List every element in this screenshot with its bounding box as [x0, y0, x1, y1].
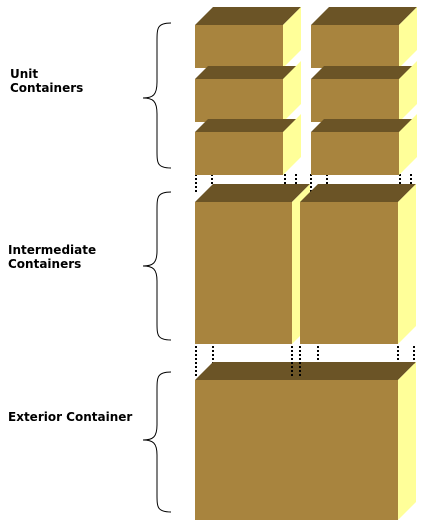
unit-box-top [311, 119, 417, 132]
unit-box-side [399, 7, 417, 68]
intermediate-box-top [195, 184, 310, 202]
unit-box-side [399, 61, 417, 122]
braces [142, 22, 172, 513]
unit-box-front [311, 25, 399, 68]
unit-box-top [311, 7, 417, 25]
unit-box-side [283, 114, 301, 175]
intermediate-box-side [398, 184, 416, 344]
label-unit-line1: Unit [10, 67, 39, 81]
brace-intermediate-containers [142, 191, 172, 341]
label-intermediate-line2: Containers [8, 257, 82, 271]
unit-container-box [195, 7, 301, 68]
intermediate-box-front [300, 202, 398, 344]
exterior-box-top [195, 362, 416, 380]
label-unit-line2: Containers [10, 81, 84, 95]
unit-box-front [311, 79, 399, 122]
dotted-connectors-overlay [291, 362, 301, 378]
exterior-container-box [195, 362, 416, 520]
unit-box-front [195, 132, 283, 175]
label-unit-containers: Unit Containers [10, 67, 83, 95]
unit-box-top [195, 66, 301, 79]
label-intermediate-containers: Intermediate Containers [8, 243, 96, 271]
label-intermediate-line1: Intermediate [8, 243, 97, 257]
unit-box-side [283, 7, 301, 68]
unit-container-box [195, 114, 301, 175]
unit-box-side [399, 114, 417, 175]
exterior-box-side [398, 362, 416, 520]
unit-container-box [311, 7, 417, 68]
brace-unit-containers [142, 22, 172, 169]
unit-container-box [195, 61, 301, 122]
unit-box-top [311, 66, 417, 79]
unit-box-front [311, 132, 399, 175]
label-exterior-text: Exterior Container [8, 410, 133, 424]
label-exterior-container: Exterior Container [8, 410, 132, 424]
unit-box-top [195, 7, 301, 25]
intermediate-box-top [300, 184, 416, 202]
unit-container-box [311, 61, 417, 122]
brace-exterior-container [142, 371, 172, 513]
intermediate-container-box [195, 184, 310, 344]
intermediate-container-box [300, 184, 416, 344]
unit-box-front [195, 25, 283, 68]
unit-box-top [195, 119, 301, 132]
unit-box-side [283, 61, 301, 122]
intermediate-box-front [195, 202, 292, 344]
unit-container-box [311, 114, 417, 175]
exterior-box-front [195, 380, 398, 520]
unit-box-front [195, 79, 283, 122]
